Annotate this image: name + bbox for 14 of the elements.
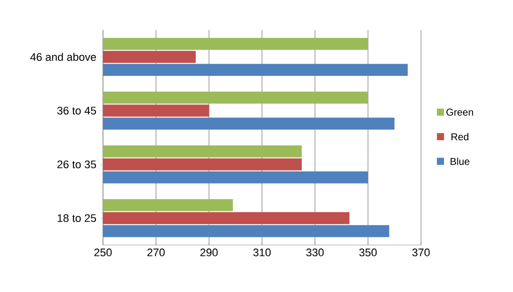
x-tick-label: 330 <box>306 248 324 256</box>
legend-label: Blue <box>450 158 470 165</box>
y-tick-label: 18 to 25 <box>58 214 96 222</box>
x-tick-label: 310 <box>253 248 271 256</box>
x-tick-label: 370 <box>412 248 430 256</box>
x-tick-label: 350 <box>359 248 377 256</box>
y-tick-label: 26 to 35 <box>57 160 96 168</box>
legend-label: Red <box>452 133 468 140</box>
y-tick-label: 36 to 45 <box>57 106 96 115</box>
x-tick-label: 270 <box>147 248 165 256</box>
y-tick-label: 46 and above <box>30 52 96 61</box>
x-tick-label: 250 <box>94 248 112 256</box>
x-tick-label: 290 <box>200 248 218 256</box>
legend-label: Green <box>446 108 474 116</box>
